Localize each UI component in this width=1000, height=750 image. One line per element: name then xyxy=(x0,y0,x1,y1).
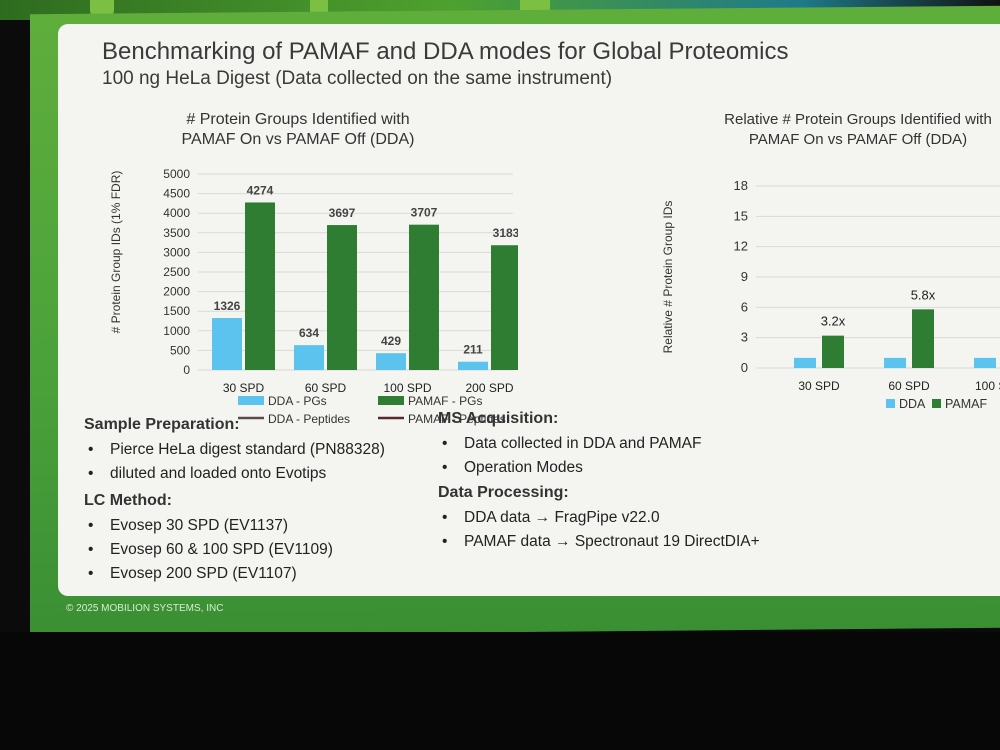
y-tick-label: 18 xyxy=(734,178,748,193)
legend-swatch xyxy=(238,396,264,405)
protein-groups-bar-chart: # Protein Groups Identified with PAMAF O… xyxy=(109,111,518,426)
y-tick-label: 1000 xyxy=(163,324,190,338)
legend-label: DDA - Peptides xyxy=(268,412,350,426)
bar-data-label: 3707 xyxy=(411,206,438,220)
y-tick-label: 4500 xyxy=(163,187,190,201)
screen-bottom-dark xyxy=(0,632,1000,750)
pamaf-bar xyxy=(409,224,439,370)
pamaf-bar xyxy=(327,225,357,370)
dda-bar xyxy=(884,357,906,368)
pamaf-bar xyxy=(245,202,275,370)
dda-bar xyxy=(458,361,488,370)
legend-label: PAMAF - Peptides xyxy=(408,412,506,426)
chart1-legend: DDA - PGs PAMAF - PGs DDA - Peptides PAMAF … xyxy=(238,394,506,426)
sample-prep-item-continued: diluted and loaded onto Evotips xyxy=(84,462,385,486)
y-tick-label: 2000 xyxy=(163,285,190,299)
y-tick-label: 3000 xyxy=(163,245,190,259)
y-tick-label: 1500 xyxy=(163,304,190,318)
bar-data-label: 4274 xyxy=(247,183,274,197)
y-tick-label: 5000 xyxy=(163,167,190,181)
dda-bar xyxy=(794,357,816,368)
bar-data-label: 3183 xyxy=(493,226,518,240)
lc-method-item: Evosep 60 & 100 SPD (EV1109) xyxy=(84,538,333,562)
dda-bar xyxy=(212,318,242,370)
legend-swatch xyxy=(378,396,404,405)
dda-bar xyxy=(974,357,996,368)
sample-prep-section: Sample Preparation: Pierce HeLa digest s… xyxy=(84,416,385,486)
y-tick-label: 500 xyxy=(170,343,190,357)
chart2-title-line2: PAMAF On vs PAMAF Off (DDA) xyxy=(749,131,967,148)
y-tick-label: 15 xyxy=(734,208,748,223)
y-tick-label: 0 xyxy=(741,360,748,375)
chart2-legend: DDA PAMAF xyxy=(886,397,987,411)
data-processing-section: Data Processing: DDA data → FragPipe v22… xyxy=(438,484,760,554)
legend-label: PAMAF - PGs xyxy=(408,394,482,408)
legend-swatch xyxy=(932,399,941,408)
legend-swatch xyxy=(886,399,895,408)
legend-label: DDA xyxy=(899,397,926,411)
chart1-y-axis-label: # Protein Group IDs (1% FDR) xyxy=(109,171,123,334)
ms-acquisition-item-continued: Operation Modes xyxy=(438,456,702,480)
dda-bar xyxy=(294,345,324,370)
y-tick-label: 4000 xyxy=(163,206,190,220)
pamaf-bar xyxy=(912,309,934,368)
slide-title: Benchmarking of PAMAF and DDA modes for … xyxy=(102,38,789,65)
ms-acquisition-item: Data collected in DDA and PAMAF xyxy=(438,432,702,456)
dda-bar xyxy=(376,353,406,370)
pamaf-bar xyxy=(491,245,518,370)
data-processing-item: DDA data → FragPipe v22.0 xyxy=(438,506,760,530)
y-tick-label: 12 xyxy=(734,239,748,254)
bar-data-label: 3697 xyxy=(329,206,356,220)
data-processing-header: Data Processing: xyxy=(438,484,569,501)
y-tick-label: 6 xyxy=(741,299,748,314)
chart1-title-line1: # Protein Groups Identified with xyxy=(186,111,409,128)
ms-acquisition-section: MS Acquisition: Data collected in DDA an… xyxy=(438,410,702,480)
bar-data-label: 3.2x xyxy=(821,314,846,329)
slide-content: Benchmarking of PAMAF and DDA modes for … xyxy=(58,24,1000,596)
bar-data-label: 211 xyxy=(463,343,483,357)
y-tick-label: 3500 xyxy=(163,226,190,240)
y-tick-label: 0 xyxy=(183,363,190,377)
lc-method-item: Evosep 30 SPD (EV1137) xyxy=(84,514,333,538)
lc-method-section: LC Method: Evosep 30 SPD (EV1137) Evosep… xyxy=(84,492,333,586)
bar-data-label: 1326 xyxy=(214,299,241,313)
sample-prep-item: Pierce HeLa digest standard (PN88328) xyxy=(84,438,385,462)
bar-data-label: 5.8x xyxy=(911,287,936,302)
y-tick-label: 2500 xyxy=(163,265,190,279)
copyright-footer: © 2025 MOBILION SYSTEMS, INC xyxy=(66,603,224,614)
y-tick-label: 9 xyxy=(741,269,748,284)
legend-label: DDA - PGs xyxy=(268,394,327,408)
x-category-label: 60 SPD xyxy=(305,381,347,395)
data-processing-item: PAMAF data → Spectronaut 19 DirectDIA+ xyxy=(438,530,760,554)
lc-method-item: Evosep 200 SPD (EV1107) xyxy=(84,562,333,586)
sample-prep-header: Sample Preparation: xyxy=(84,416,240,433)
x-category-label: 30 SPD xyxy=(223,381,265,395)
x-category-label: 200 SPD xyxy=(465,381,513,395)
chart1-title-line2: PAMAF On vs PAMAF Off (DDA) xyxy=(182,131,415,148)
x-category-label: 30 SPD xyxy=(798,379,840,393)
x-category-label: 60 SPD xyxy=(888,379,930,393)
chart2-y-axis-label: Relative # Protein Group IDs xyxy=(661,201,675,354)
y-tick-label: 3 xyxy=(741,330,748,345)
pamaf-bar xyxy=(822,335,844,368)
bar-data-label: 634 xyxy=(299,326,319,340)
ms-acquisition-header: MS Acquisition: xyxy=(438,410,559,427)
x-category-label: 100 SPD xyxy=(975,379,1000,393)
x-category-label: 100 SPD xyxy=(383,381,431,395)
slide-subtitle: 100 ng HeLa Digest (Data collected on th… xyxy=(102,68,613,89)
legend-label: PAMAF xyxy=(945,397,987,411)
bar-data-label: 429 xyxy=(381,334,401,348)
lc-method-header: LC Method: xyxy=(84,492,172,509)
relative-protein-groups-bar-chart: Relative # Protein Groups Identified wit… xyxy=(661,111,1000,411)
chart2-title-line1: Relative # Protein Groups Identified wit… xyxy=(724,111,992,128)
